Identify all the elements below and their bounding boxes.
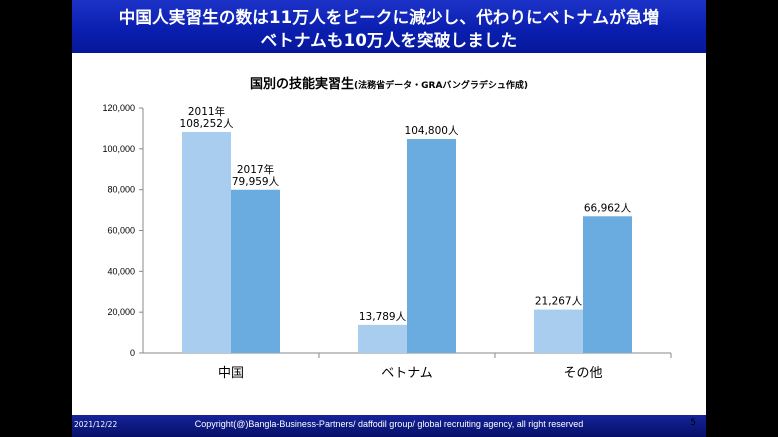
bar-chart: 0 20,000 40,000 60,000 80,000 100,000 120,000 中… — [102, 103, 672, 381]
y-tick-label: 20,000 — [107, 307, 135, 317]
data-label: 21,267人 — [535, 296, 583, 308]
bar-2011 — [358, 324, 407, 353]
footer-copyright: Copyright(@)Bangla-Business-Partners/ da… — [194, 419, 584, 429]
data-label: 66,962人 — [584, 202, 632, 214]
title-banner: 中国人実習生の数は11万人をピークに減少し、代わりにベトナムが急増 ベトナムも1… — [72, 0, 706, 53]
slide: 中国人実習生の数は11万人をピークに減少し、代わりにベトナムが急増 ベトナムも1… — [72, 0, 706, 437]
bar-2011 — [534, 309, 583, 353]
x-category-label: その他 — [563, 366, 602, 381]
data-label: 2011年 108,252人 — [180, 105, 234, 130]
y-tick-label: 100,000 — [102, 144, 135, 154]
bar-2017 — [583, 216, 632, 353]
footer-date: 2021/12/22 — [74, 420, 118, 429]
data-label: 104,800人 — [405, 125, 459, 137]
chart-title-main: 国別の技能実習生 — [250, 77, 355, 92]
x-category-label: 中国 — [218, 366, 244, 381]
chart-subtitle: (法務省データ・GRAバングラデシュ作成) — [354, 81, 528, 91]
y-tick-label: 60,000 — [107, 226, 135, 236]
y-tick-label: 120,000 — [102, 103, 135, 113]
slide-title-line-1: 中国人実習生の数は11万人をピークに減少し、代わりにベトナムが急増 — [118, 8, 660, 27]
slide-title-line-2: ベトナムも10万人を突破しました — [260, 31, 518, 50]
data-label: 13,789人 — [359, 311, 407, 323]
footer-bar: 2021/12/22 Copyright(@)Bangla-Business-P… — [72, 415, 706, 437]
y-tick-label: 0 — [130, 348, 135, 358]
x-category-label: ベトナム — [381, 366, 433, 381]
bar-2017 — [231, 189, 280, 353]
data-label: 2017年 79,959人 — [232, 163, 280, 188]
y-tick-label: 40,000 — [107, 266, 135, 276]
page-number: 5 — [690, 418, 696, 428]
bar-2011 — [182, 131, 231, 353]
y-tick-label: 80,000 — [107, 185, 135, 195]
chart-title: 国別の技能実習生(法務省データ・GRAバングラデシュ作成) — [72, 73, 706, 92]
bar-2017 — [407, 139, 456, 353]
